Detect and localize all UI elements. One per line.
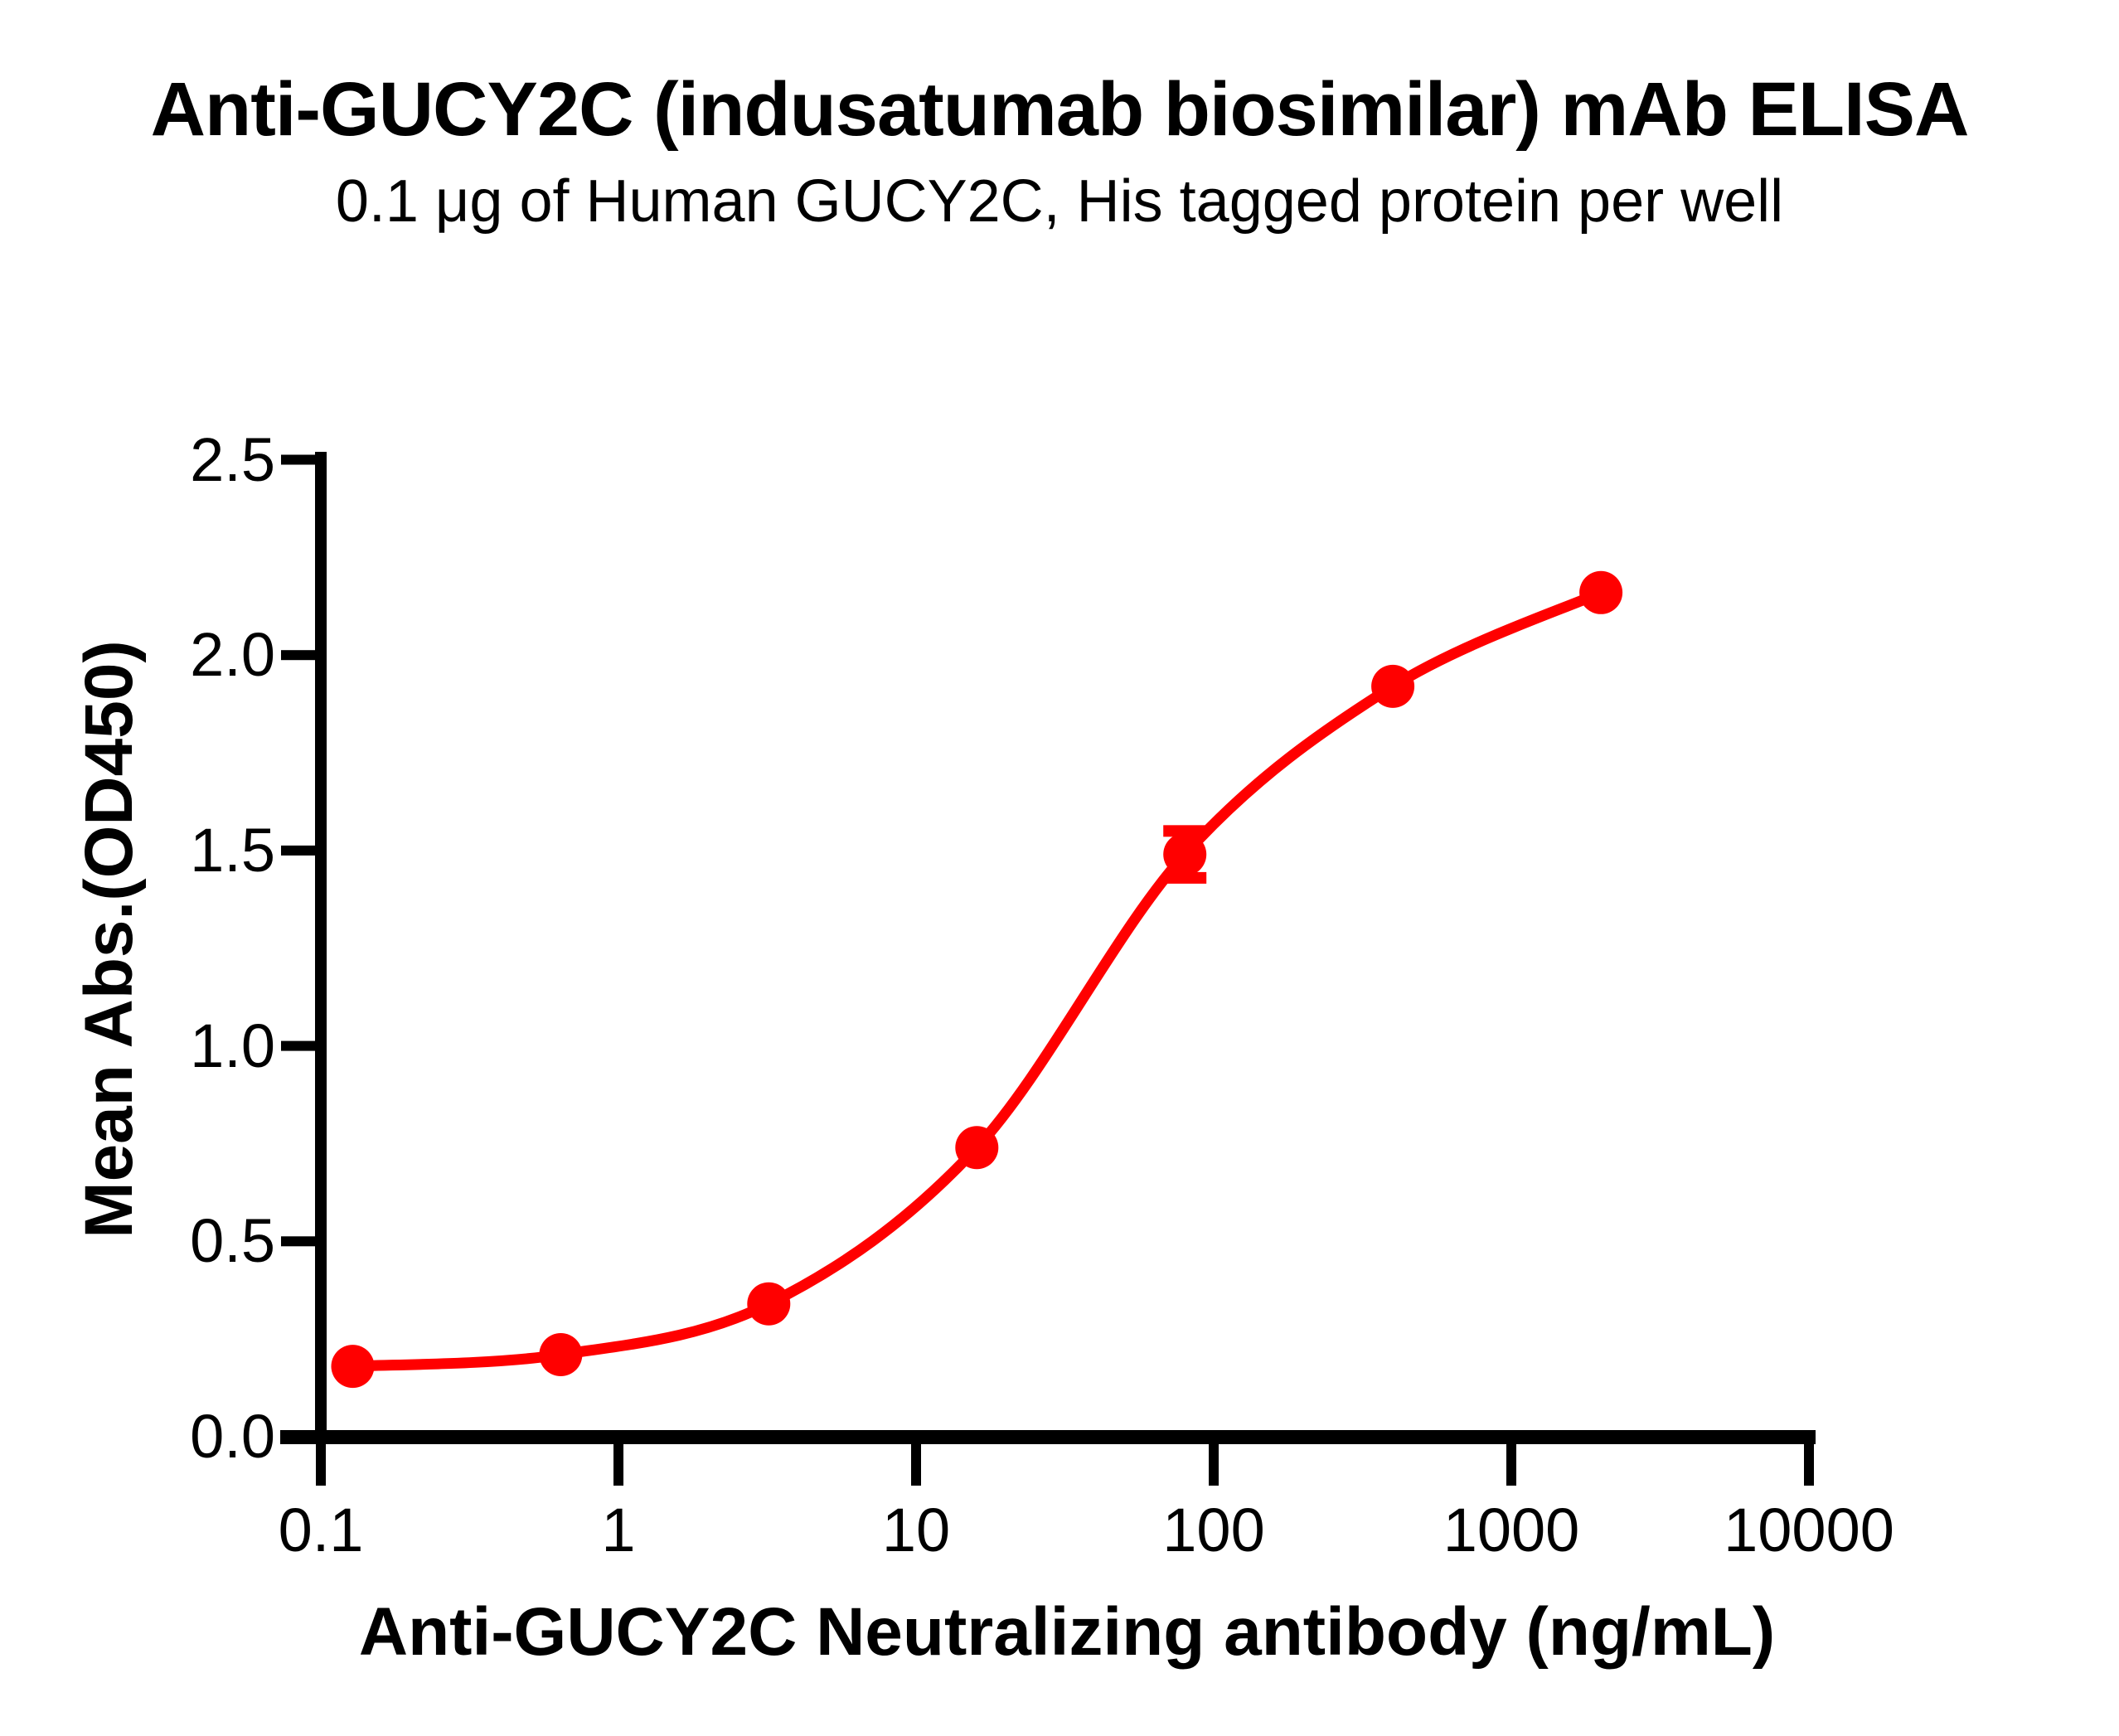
x-tick-mark bbox=[1506, 1444, 1516, 1486]
y-tick-label: 1.5 bbox=[190, 815, 275, 885]
x-axis-label: Anti-GUCY2C Neutralizing antibody (ng/mL… bbox=[358, 1594, 1776, 1670]
x-tick-mark bbox=[316, 1444, 326, 1486]
x-tick-label: 10 bbox=[881, 1496, 951, 1564]
page-subtitle: 0.1 μg of Human GUCY2C, His tagged prote… bbox=[335, 168, 1784, 235]
y-tick-mark bbox=[281, 1432, 321, 1442]
x-tick-label: 1000 bbox=[1443, 1496, 1580, 1564]
y-tick-label: 1.0 bbox=[190, 1011, 275, 1080]
y-tick-mark bbox=[281, 454, 321, 465]
x-tick-label: 1 bbox=[601, 1496, 636, 1564]
x-tick-label: 0.1 bbox=[278, 1496, 364, 1564]
data-point bbox=[955, 1126, 999, 1170]
y-axis-line bbox=[315, 452, 327, 1444]
x-tick-mark bbox=[1209, 1444, 1219, 1486]
data-point bbox=[1371, 664, 1415, 708]
data-point bbox=[539, 1333, 583, 1376]
y-tick-label: 2.5 bbox=[190, 424, 275, 494]
x-axis-line bbox=[280, 1430, 1816, 1444]
y-tick-mark bbox=[281, 845, 321, 856]
x-tick-label: 100 bbox=[1162, 1496, 1265, 1564]
y-tick-label: 0.0 bbox=[190, 1402, 275, 1471]
page-title: Anti-GUCY2C (indusatumab biosimilar) mAb… bbox=[150, 67, 1970, 152]
data-point bbox=[1163, 832, 1207, 876]
x-tick-mark bbox=[613, 1444, 623, 1486]
x-tick-label: 10000 bbox=[1724, 1496, 1894, 1564]
y-tick-mark bbox=[281, 650, 321, 661]
error-bar-cap-bottom bbox=[1163, 871, 1207, 884]
y-tick-label: 0.5 bbox=[190, 1206, 275, 1276]
y-tick-mark bbox=[281, 1040, 321, 1051]
dose-response-curve bbox=[352, 587, 1603, 1372]
y-tick-mark bbox=[281, 1236, 321, 1247]
data-point bbox=[1579, 570, 1623, 614]
error-bar-cap-top bbox=[1163, 825, 1207, 837]
y-tick-label: 2.0 bbox=[190, 620, 275, 690]
x-tick-mark bbox=[911, 1444, 921, 1486]
x-tick-mark bbox=[1804, 1444, 1814, 1486]
data-point bbox=[747, 1282, 791, 1326]
data-point bbox=[331, 1345, 375, 1389]
